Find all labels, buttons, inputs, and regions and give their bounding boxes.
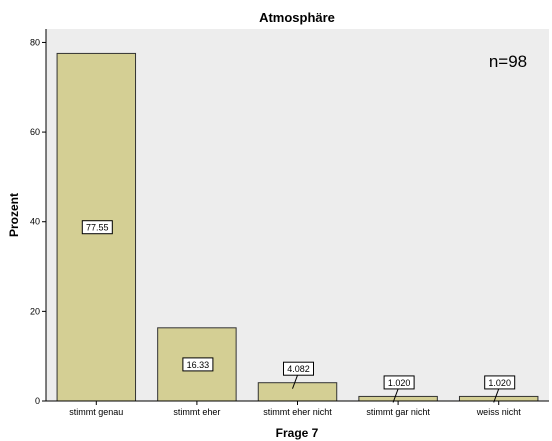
x-category-label: stimmt genau xyxy=(69,407,123,417)
y-tick-label: 60 xyxy=(30,127,40,137)
data-label-leader xyxy=(493,388,500,403)
bar xyxy=(358,395,438,402)
bar xyxy=(458,395,539,402)
data-label-text: 1.020 xyxy=(388,378,411,388)
data-label-text: 4.082 xyxy=(287,364,310,374)
bar xyxy=(257,382,338,402)
data-label-box xyxy=(182,357,214,372)
x-category-label: weiss nicht xyxy=(476,407,522,417)
data-label-text: 16.33 xyxy=(187,360,210,370)
y-axis-ticks: 0 20 40 60 80 xyxy=(30,37,46,406)
y-tick-label: 80 xyxy=(30,37,40,47)
data-label: 1.020 xyxy=(484,375,516,403)
data-label-text: 1.020 xyxy=(488,378,511,388)
data-label-leader xyxy=(392,388,399,403)
data-label: 77.55 xyxy=(81,220,113,235)
data-label-box xyxy=(81,220,113,235)
y-tick-label: 20 xyxy=(30,306,40,316)
data-label-box xyxy=(484,375,516,390)
data-label-box xyxy=(383,375,415,390)
data-label-text: 77.55 xyxy=(86,223,109,233)
y-axis-title: Prozent xyxy=(7,193,21,237)
x-category-label: stimmt eher xyxy=(173,407,220,417)
data-label-leader xyxy=(292,375,298,389)
x-axis-categories: stimmt genau stimmt eher stimmt eher nicht… xyxy=(69,401,521,417)
y-tick-label: 0 xyxy=(35,396,40,406)
x-category-label: stimmt eher nicht xyxy=(263,407,332,417)
x-category-label: stimmt gar nicht xyxy=(366,407,430,417)
bars: 77.55 16.33 4.082 1.020 1.020 xyxy=(56,52,539,403)
data-label: 1.020 xyxy=(383,375,415,403)
chart-title: Atmosphäre xyxy=(259,10,335,25)
sample-size-annotation: n=98 xyxy=(489,52,527,71)
y-tick-label: 40 xyxy=(30,217,40,227)
data-label: 4.082 xyxy=(283,361,314,389)
x-axis-title: Frage 7 xyxy=(276,426,319,440)
data-label: 16.33 xyxy=(182,357,214,372)
data-label-box xyxy=(283,361,314,376)
